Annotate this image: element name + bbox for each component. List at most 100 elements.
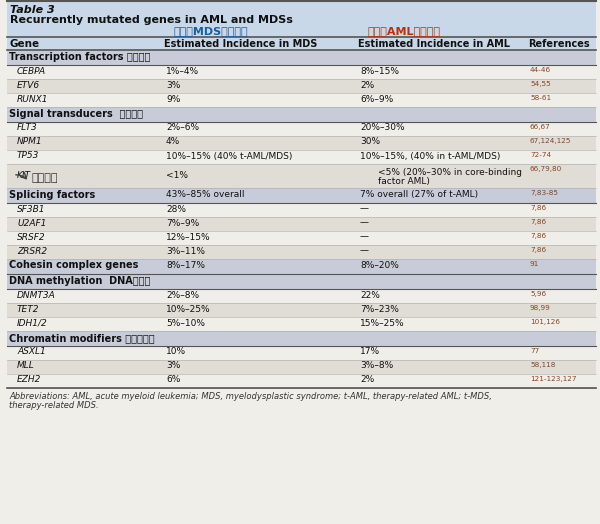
Text: —: — — [360, 246, 369, 256]
Text: 43%–85% overall: 43%–85% overall — [166, 190, 245, 199]
Text: DNMT3A: DNMT3A — [17, 290, 56, 300]
Bar — [7, 150, 596, 164]
Text: 10%–15% (40% t-AML/MDS): 10%–15% (40% t-AML/MDS) — [166, 151, 292, 160]
Bar — [7, 122, 596, 136]
Text: 77: 77 — [530, 348, 539, 354]
Text: 2%–8%: 2%–8% — [166, 290, 199, 300]
Text: 17%: 17% — [360, 347, 380, 356]
Text: 54,55: 54,55 — [530, 81, 551, 87]
Text: 121-123,127: 121-123,127 — [530, 376, 577, 382]
Bar — [7, 331, 596, 346]
Text: 3%–8%: 3%–8% — [360, 362, 393, 370]
Bar — [7, 136, 596, 150]
Text: SF3B1: SF3B1 — [17, 204, 46, 213]
Text: Splicing factors: Splicing factors — [9, 190, 95, 200]
Text: EZH2: EZH2 — [17, 376, 41, 385]
Bar — [7, 217, 596, 231]
Text: KIT: KIT — [17, 170, 31, 180]
Text: —: — — [360, 233, 369, 242]
Bar — [7, 346, 596, 360]
Text: TP53: TP53 — [17, 151, 40, 160]
Text: 72-74: 72-74 — [530, 152, 551, 158]
Text: ETV6: ETV6 — [17, 81, 40, 90]
Text: 10%: 10% — [166, 347, 186, 356]
Text: —: — — [360, 204, 369, 213]
Text: 3%–11%: 3%–11% — [166, 246, 205, 256]
Bar — [7, 303, 596, 317]
Text: MLL: MLL — [17, 362, 35, 370]
Text: 58-61: 58-61 — [530, 95, 551, 101]
Text: Gene: Gene — [9, 39, 39, 49]
Text: 28%: 28% — [166, 204, 186, 213]
Text: 7,86: 7,86 — [530, 205, 546, 211]
Bar — [7, 188, 596, 203]
Text: 7,83-85: 7,83-85 — [530, 190, 558, 196]
Text: 2%: 2% — [360, 376, 374, 385]
Text: U2AF1: U2AF1 — [17, 219, 46, 227]
Text: 30%: 30% — [360, 137, 380, 147]
Bar — [7, 65, 596, 79]
Text: <5% (20%–30% in core-binding: <5% (20%–30% in core-binding — [378, 168, 522, 177]
Text: 8%–17%: 8%–17% — [166, 261, 205, 270]
Text: 5%–10%: 5%–10% — [166, 319, 205, 328]
Text: 10%–25%: 10%–25% — [166, 304, 211, 313]
Text: 7%–23%: 7%–23% — [360, 304, 399, 313]
Bar — [7, 164, 596, 188]
Text: Recurrently mutated genes in AML and MDSs: Recurrently mutated genes in AML and MDS… — [10, 15, 293, 25]
Text: 44-46: 44-46 — [530, 67, 551, 73]
Text: CEBPA: CEBPA — [17, 67, 46, 75]
Text: 估計在MDS突變頻率: 估計在MDS突變頻率 — [174, 26, 248, 36]
Bar — [7, 374, 596, 388]
Text: 6%: 6% — [166, 376, 181, 385]
Text: 2%–6%: 2%–6% — [166, 124, 199, 133]
Text: 5,96: 5,96 — [530, 291, 546, 297]
Text: Cohesin complex genes: Cohesin complex genes — [9, 260, 139, 270]
Text: 4%: 4% — [166, 137, 180, 147]
Text: 98,99: 98,99 — [530, 305, 551, 311]
Text: Chromatin modifiers 染色質修飾: Chromatin modifiers 染色質修飾 — [9, 333, 155, 343]
Text: 8%–15%: 8%–15% — [360, 67, 399, 75]
Bar — [7, 50, 596, 65]
Text: 1%–4%: 1%–4% — [166, 67, 199, 75]
Text: DNA methylation  DNA甲基化: DNA methylation DNA甲基化 — [9, 276, 151, 286]
Text: 67,124,125: 67,124,125 — [530, 138, 571, 144]
Text: 7%–9%: 7%–9% — [166, 219, 199, 227]
Text: 2%: 2% — [360, 81, 374, 90]
Text: 6%–9%: 6%–9% — [360, 94, 393, 104]
Bar — [7, 245, 596, 259]
Text: 9%: 9% — [166, 94, 181, 104]
Bar — [7, 274, 596, 289]
Text: 7,86: 7,86 — [530, 219, 546, 225]
Text: 12%–15%: 12%–15% — [166, 233, 211, 242]
Bar — [7, 107, 596, 122]
Text: IDH1/2: IDH1/2 — [17, 319, 48, 328]
Text: Abbreviations: AML, acute myeloid leukemia; MDS, myelodysplastic syndrome; t-AML: Abbreviations: AML, acute myeloid leukem… — [9, 392, 492, 401]
Bar — [7, 360, 596, 374]
Text: ZRSR2: ZRSR2 — [17, 246, 47, 256]
Text: 3%: 3% — [166, 81, 181, 90]
Bar — [7, 231, 596, 245]
Text: therapy-related MDS.: therapy-related MDS. — [9, 401, 98, 410]
Text: NPM1: NPM1 — [17, 137, 43, 147]
Bar — [7, 0, 596, 69]
Text: <1%: <1% — [166, 170, 188, 180]
Text: Transcription factors 轉錄因子: Transcription factors 轉錄因子 — [9, 52, 151, 62]
Text: 10%–15%, (40% in t-AML/MDS): 10%–15%, (40% in t-AML/MDS) — [360, 151, 500, 160]
Text: FLT3: FLT3 — [17, 124, 38, 133]
Text: ASXL1: ASXL1 — [17, 347, 46, 356]
Bar — [7, 79, 596, 93]
Text: 22%: 22% — [360, 290, 380, 300]
Bar — [7, 203, 596, 217]
Text: 估計在AML突變頻率: 估計在AML突變頻率 — [368, 26, 441, 36]
Text: 91: 91 — [530, 261, 539, 267]
Text: 8%–20%: 8%–20% — [360, 261, 399, 270]
Text: Estimated Incidence in AML: Estimated Incidence in AML — [358, 39, 510, 49]
Text: Signal transducers  訊息傳遞: Signal transducers 訊息傳遞 — [9, 109, 143, 119]
Text: 7,86: 7,86 — [530, 247, 546, 253]
Bar — [7, 259, 596, 274]
Text: factor AML): factor AML) — [378, 177, 430, 186]
Text: SRSF2: SRSF2 — [17, 233, 46, 242]
Bar — [7, 317, 596, 331]
Text: 58,118: 58,118 — [530, 362, 556, 368]
Text: 101,126: 101,126 — [530, 319, 560, 325]
